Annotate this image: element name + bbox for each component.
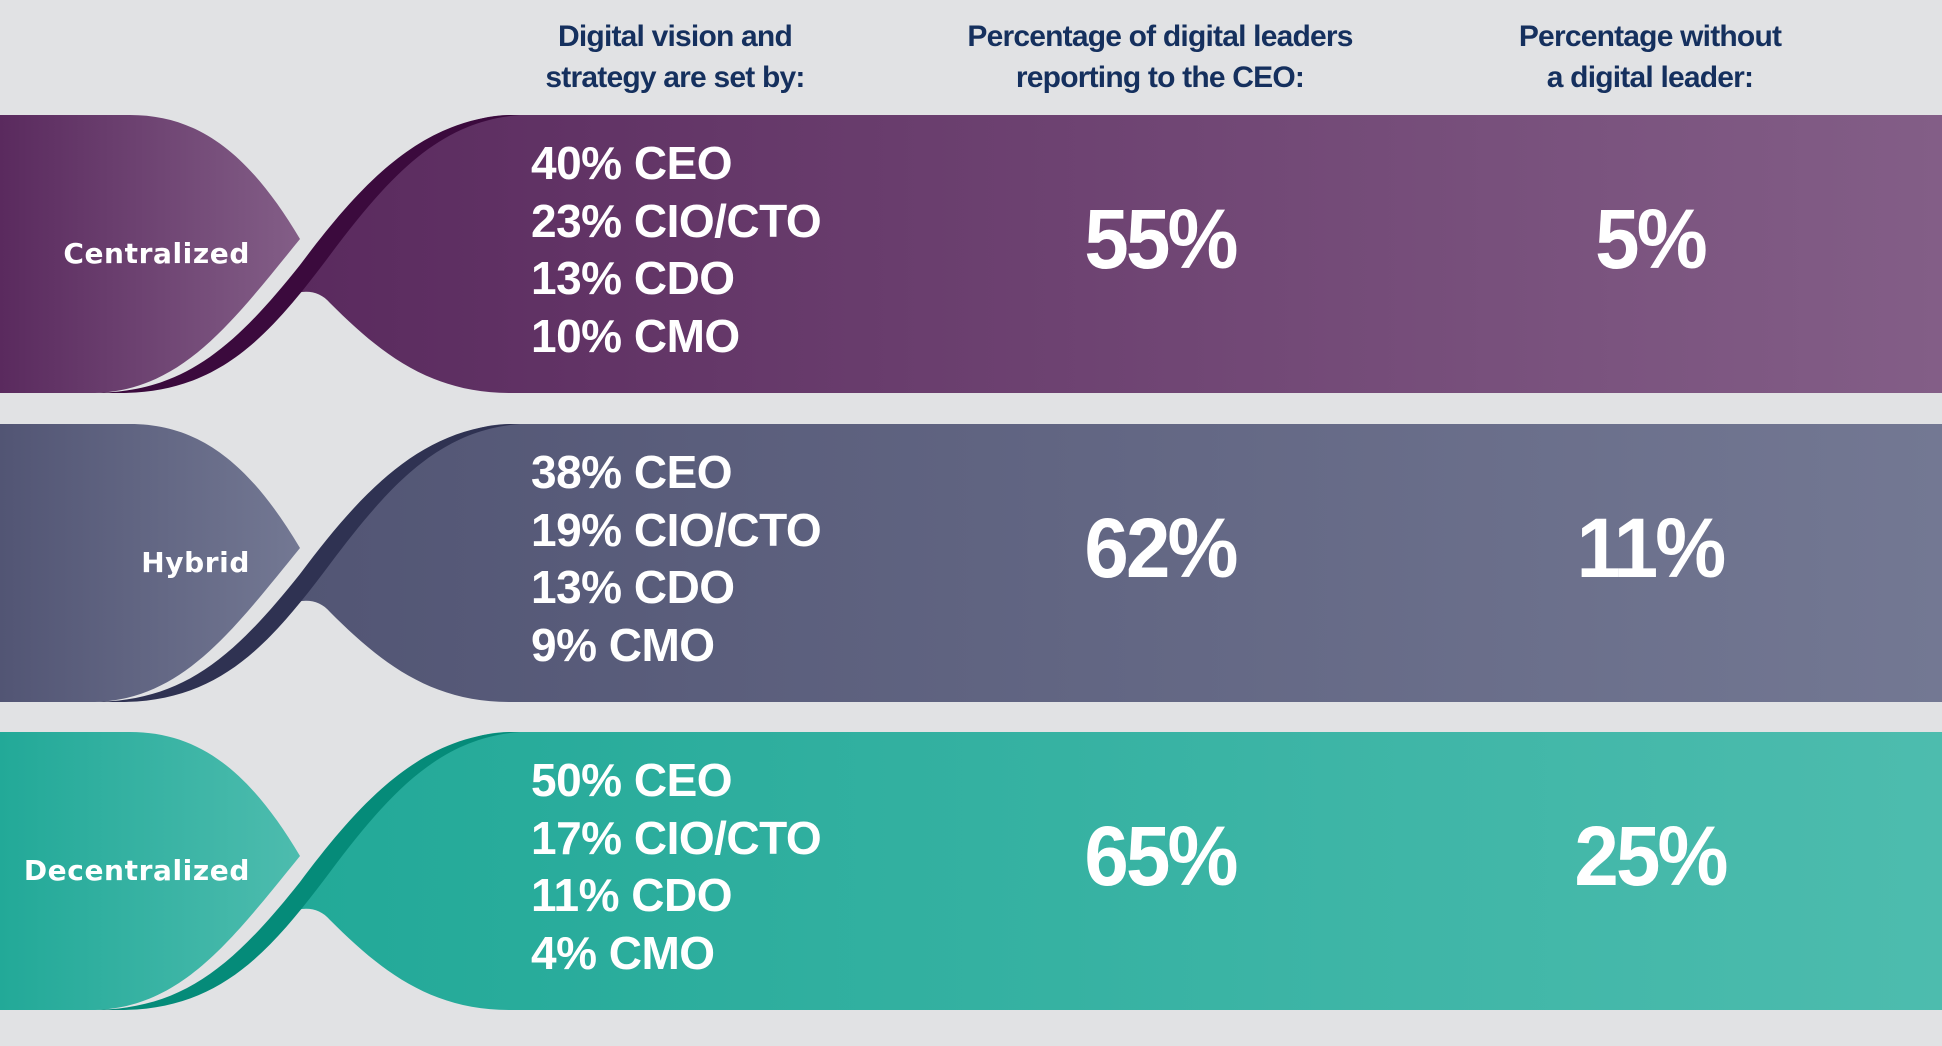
header-line: Percentage without — [1518, 20, 1782, 53]
right-band-shape — [290, 115, 1942, 393]
ceo-reporting-percentage: 55% — [1084, 192, 1238, 286]
role-item: 11% CDO — [531, 869, 733, 921]
header-line: a digital leader: — [1546, 61, 1754, 94]
role-item: 13% CDO — [531, 252, 735, 304]
role-item: 10% CMO — [531, 309, 740, 362]
segment-label: Hybrid — [141, 546, 250, 579]
twist-ribbon-shape — [0, 732, 1942, 1010]
role-item: 38% CEO — [531, 446, 733, 498]
strategy-setters-list: 50% CEO 17% CIO/CTO 11% CDO 4% CMO — [531, 752, 822, 982]
header-line: reporting to the CEO: — [1015, 61, 1305, 94]
role-item: 50% CEO — [531, 754, 733, 806]
role-item: 17% CIO/CTO — [531, 811, 822, 864]
left-lobe-shape — [0, 115, 300, 393]
role-item: 13% CDO — [531, 561, 735, 613]
role-item: 9% CMO — [531, 618, 715, 671]
strategy-setters-list: 38% CEO 19% CIO/CTO 13% CDO 9% CMO — [531, 444, 822, 674]
header-line: Percentage of digital leaders — [967, 20, 1353, 53]
without-leader-percentage: 11% — [1576, 501, 1727, 595]
twist-ribbon-shape — [0, 424, 1942, 702]
left-lobe-shape — [0, 732, 300, 1010]
row-centralized: Centralized 40% CEO 23% CIO/CTO 13% CDO … — [0, 115, 1942, 393]
left-lobe-shape — [0, 424, 300, 702]
role-item: 23% CIO/CTO — [531, 194, 822, 247]
segment-label: Decentralized — [23, 854, 250, 887]
without-leader-percentage: 25% — [1574, 809, 1728, 903]
role-item: 19% CIO/CTO — [531, 503, 822, 556]
ceo-reporting-percentage: 62% — [1084, 501, 1238, 595]
strategy-setters-list: 40% CEO 23% CIO/CTO 13% CDO 10% CMO — [531, 135, 822, 365]
role-item: 4% CMO — [531, 926, 715, 979]
ceo-reporting-percentage: 65% — [1084, 809, 1238, 903]
header-line: strategy are set by: — [545, 61, 805, 94]
header-strategy-set-by: Digital vision and strategy are set by: — [510, 16, 840, 98]
header-leaders-reporting-to-ceo: Percentage of digital leaders reporting … — [920, 16, 1400, 98]
role-item: 40% CEO — [531, 137, 733, 189]
twist-ribbon-shape — [0, 115, 1942, 393]
row-hybrid: Hybrid 38% CEO 19% CIO/CTO 13% CDO 9% CM… — [0, 424, 1942, 702]
header-line: Digital vision and — [558, 20, 793, 53]
without-leader-percentage: 5% — [1595, 192, 1707, 286]
row-decentralized: Decentralized 50% CEO 17% CIO/CTO 11% CD… — [0, 732, 1942, 1010]
segment-label: Centralized — [63, 237, 250, 270]
right-band-shape — [290, 732, 1942, 1010]
header-without-digital-leader: Percentage without a digital leader: — [1470, 16, 1830, 98]
right-band-shape — [290, 424, 1942, 702]
